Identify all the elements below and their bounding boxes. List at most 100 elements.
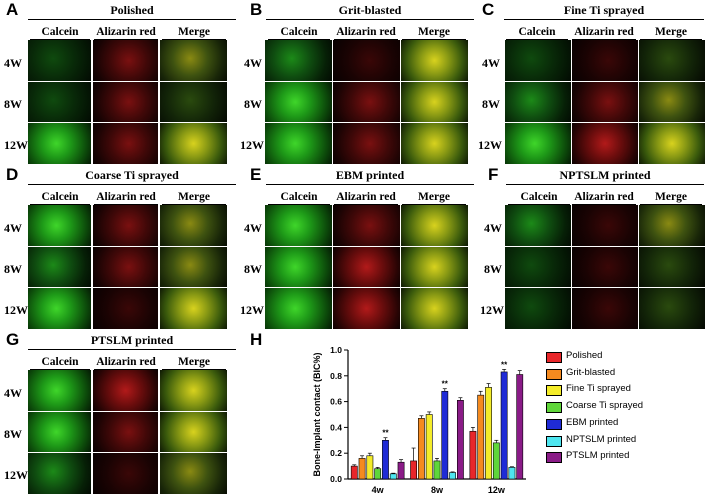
bar xyxy=(469,430,477,480)
micrograph-calcein-4w xyxy=(265,205,332,246)
row-label-4w: 4W xyxy=(484,221,502,235)
bar xyxy=(449,472,456,480)
micrograph-alizarin-8w xyxy=(572,247,638,287)
x-tick-label: 8w xyxy=(431,485,444,495)
row-label-4w: 4W xyxy=(244,56,262,70)
micrograph-calcein-12w xyxy=(28,453,91,494)
micrograph-calcein-4w xyxy=(28,205,91,246)
y-tick-label: 0.2 xyxy=(330,448,342,458)
micrograph-merge-12w xyxy=(160,288,227,329)
column-title-alizarin: Alizarin red xyxy=(94,356,158,370)
x-tick-label: 4w xyxy=(372,485,385,495)
column-title-merge: Merge xyxy=(162,356,226,370)
micrograph-calcein-12w xyxy=(28,123,91,164)
micrograph-merge-12w xyxy=(639,288,705,329)
micrograph-calcein-4w xyxy=(505,205,571,246)
column-title-merge: Merge xyxy=(640,26,702,40)
legend-swatch xyxy=(546,402,562,414)
column-title-alizarin: Alizarin red xyxy=(572,191,636,205)
x-tick-label: 12w xyxy=(488,485,506,495)
bar xyxy=(389,473,397,480)
row-label-12w: 12W xyxy=(478,138,502,152)
micrograph-calcein-12w xyxy=(28,288,91,329)
micrograph-calcein-4w xyxy=(28,40,91,81)
micrograph-alizarin-12w xyxy=(333,288,400,329)
bar xyxy=(350,465,358,480)
micrograph-calcein-8w xyxy=(28,82,91,122)
micrograph-merge-12w xyxy=(160,123,227,164)
micrograph-calcein-4w xyxy=(505,40,571,81)
micrograph-merge-4w xyxy=(639,40,705,81)
micrograph-alizarin-4w xyxy=(93,370,158,411)
row-label-12w: 12W xyxy=(4,303,28,317)
column-title-calcein: Calcein xyxy=(508,191,570,205)
bar xyxy=(374,468,382,480)
row-label-4w: 4W xyxy=(4,221,22,235)
micrograph-calcein-8w xyxy=(28,247,91,287)
column-title-calcein: Calcein xyxy=(30,356,90,370)
micrograph-merge-8w xyxy=(401,247,468,287)
row-label-8w: 8W xyxy=(4,97,22,111)
legend-swatch xyxy=(546,368,562,380)
bar xyxy=(441,390,449,480)
y-tick-label: 1.0 xyxy=(330,345,342,355)
micrograph-alizarin-12w xyxy=(93,453,158,494)
micrograph-merge-4w xyxy=(639,205,705,246)
micrograph-calcein-8w xyxy=(265,82,332,122)
bar xyxy=(492,442,500,480)
bar-chart-svg: 0.0 0.2 0.4 0.6 0.8 1.0 Bone-Implant contact (… xyxy=(312,345,526,495)
column-title-alizarin: Alizarin red xyxy=(94,26,158,40)
micrograph-merge-4w xyxy=(160,40,227,81)
bar xyxy=(418,418,425,480)
micrograph-alizarin-12w xyxy=(572,288,638,329)
micrograph-alizarin-4w xyxy=(93,205,158,246)
micrograph-alizarin-8w xyxy=(93,82,158,122)
panel-title: NPTSLM printed xyxy=(506,168,704,185)
row-label-4w: 4W xyxy=(244,221,262,235)
column-title-alizarin: Alizarin red xyxy=(572,26,636,40)
y-tick-label: 0.4 xyxy=(330,422,342,432)
row-label-12w: 12W xyxy=(480,303,504,317)
row-label-4w: 4W xyxy=(4,386,22,400)
bar xyxy=(516,374,524,480)
row-label-8w: 8W xyxy=(4,427,22,441)
bar xyxy=(410,460,417,480)
micrograph-merge-4w xyxy=(401,205,468,246)
bar xyxy=(366,455,374,480)
micrograph-calcein-12w xyxy=(505,123,571,164)
column-title-calcein: Calcein xyxy=(30,191,90,205)
micrograph-alizarin-12w xyxy=(93,288,158,329)
significance-annotation: ** xyxy=(501,360,508,369)
panel-label: H xyxy=(250,330,263,349)
micrograph-calcein-12w xyxy=(265,288,332,329)
panel-label: C xyxy=(482,0,495,19)
bar xyxy=(457,400,464,480)
row-label-12w: 12W xyxy=(240,303,264,317)
micrograph-alizarin-12w xyxy=(333,123,400,164)
micrograph-merge-8w xyxy=(639,247,705,287)
micrograph-merge-12w xyxy=(160,453,227,494)
bic-bar-chart: 0.0 0.2 0.4 0.6 0.8 1.0 Bone-Implant contact (… xyxy=(252,330,708,496)
micrograph-merge-8w xyxy=(160,412,227,452)
legend-label: PTSLM printed xyxy=(566,450,630,462)
row-label-8w: 8W xyxy=(4,262,22,276)
y-tick-label: 0.0 xyxy=(330,474,342,484)
micrograph-alizarin-4w xyxy=(93,40,158,81)
legend-swatch xyxy=(546,352,562,363)
column-title-alizarin: Alizarin red xyxy=(334,191,398,205)
row-label-4w: 4W xyxy=(482,56,500,70)
y-tick-label: 0.8 xyxy=(330,371,342,381)
bar xyxy=(358,458,366,480)
row-label-12w: 12W xyxy=(4,468,28,482)
significance-annotation: ** xyxy=(442,380,449,389)
bar xyxy=(433,460,441,480)
micrograph-alizarin-4w xyxy=(333,40,400,81)
panel-label: G xyxy=(6,330,20,349)
panel-label: B xyxy=(250,0,263,19)
row-label-12w: 12W xyxy=(240,138,264,152)
row-label-8w: 8W xyxy=(244,262,262,276)
micrograph-merge-4w xyxy=(401,40,468,81)
micrograph-merge-8w xyxy=(160,82,227,122)
micrograph-merge-8w xyxy=(639,82,705,122)
column-title-merge: Merge xyxy=(402,191,466,205)
